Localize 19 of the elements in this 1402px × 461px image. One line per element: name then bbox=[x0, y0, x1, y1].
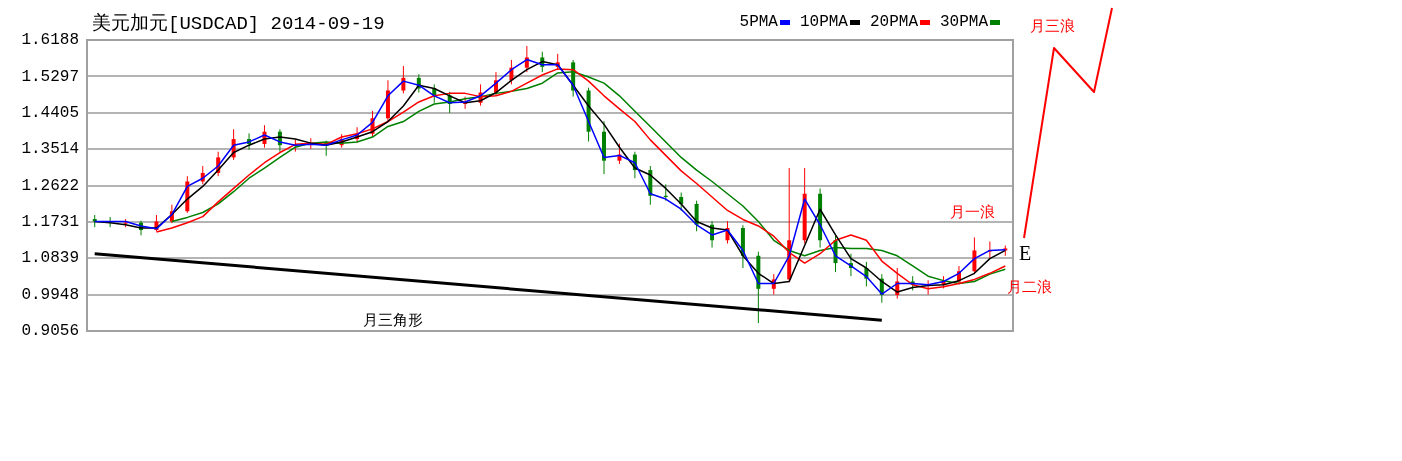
annotation: 月三角形 bbox=[363, 311, 423, 330]
annotation: 月二浪 bbox=[1007, 278, 1052, 297]
y-tick-label: 0.9948 bbox=[21, 285, 79, 304]
legend-label: 30PMA bbox=[939, 13, 988, 31]
legend-label: 20PMA bbox=[869, 13, 918, 31]
text: 月三浪 bbox=[1030, 17, 1075, 36]
text: E bbox=[1019, 242, 1032, 265]
annotation: 月一浪 bbox=[950, 203, 995, 222]
legend-label: 5PMA bbox=[739, 13, 778, 31]
legend-label: 10PMA bbox=[799, 13, 848, 31]
y-tick-label: 1.0839 bbox=[21, 249, 79, 268]
y-tick-label: 1.5297 bbox=[21, 67, 79, 86]
y-tick-label: 1.6188 bbox=[21, 31, 79, 50]
chart-title: 美元加元[USDCAD] 2014-09-19 bbox=[92, 12, 385, 36]
y-tick-label: 1.3514 bbox=[21, 140, 79, 159]
y-tick-label: 0.9056 bbox=[21, 322, 79, 341]
y-tick-label: 1.1731 bbox=[21, 213, 79, 232]
y-tick-label: 1.4405 bbox=[21, 103, 79, 122]
y-tick-label: 1.2622 bbox=[21, 176, 79, 195]
